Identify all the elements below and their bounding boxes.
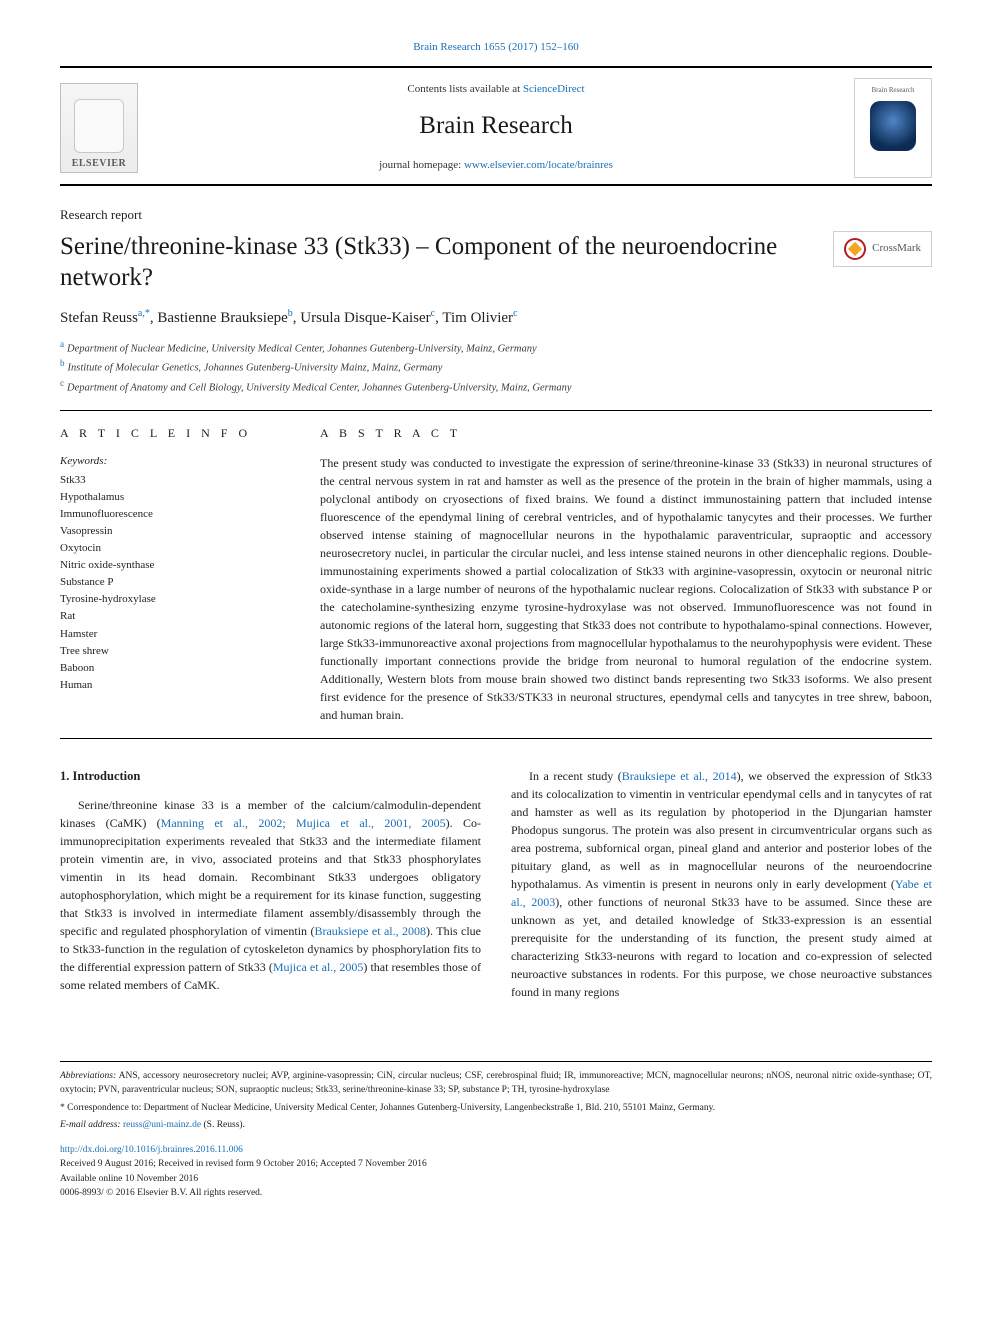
masthead-center: Contents lists available at ScienceDirec… xyxy=(152,82,840,174)
abbrev-text: ANS, accessory neurosecretory nuclei; AV… xyxy=(60,1071,932,1095)
author-name: Ursula Disque-Kaiser xyxy=(300,310,430,326)
author-name: Bastienne Brauksiepe xyxy=(157,310,287,326)
ref-link[interactable]: Brauksiepe et al., 2014 xyxy=(622,769,737,783)
abstract-heading: A B S T R A C T xyxy=(320,425,932,442)
divider xyxy=(60,410,932,411)
keywords-list: Stk33HypothalamusImmunofluorescenceVasop… xyxy=(60,472,280,694)
keyword-item: Vasopressin xyxy=(60,523,280,540)
keyword-item: Oxytocin xyxy=(60,540,280,557)
keyword-item: Hypothalamus xyxy=(60,489,280,506)
journal-masthead: ELSEVIER Contents lists available at Sci… xyxy=(60,66,932,186)
email-person: (S. Reuss). xyxy=(201,1120,245,1130)
body-col-left: 1. Introduction Serine/threonine kinase … xyxy=(60,767,481,1001)
body-col-right: In a recent study (Brauksiepe et al., 20… xyxy=(511,767,932,1001)
available-online-line: Available online 10 November 2016 xyxy=(60,1172,932,1186)
homepage-link[interactable]: www.elsevier.com/locate/brainres xyxy=(464,159,613,171)
elsevier-wordmark: ELSEVIER xyxy=(72,157,127,172)
author-name: Tim Olivier xyxy=(442,310,513,326)
email-footnote: E-mail address: reuss@uni-mainz.de (S. R… xyxy=(60,1119,932,1133)
keyword-item: Tree shrew xyxy=(60,643,280,660)
footnotes: Abbreviations: ANS, accessory neurosecre… xyxy=(60,1061,932,1133)
contents-prefix: Contents lists available at xyxy=(407,83,522,95)
crossmark-badge[interactable]: CrossMark xyxy=(833,231,932,267)
elsevier-logo: ELSEVIER xyxy=(60,83,138,173)
article-info-column: A R T I C L E I N F O Keywords: Stk33Hyp… xyxy=(60,425,280,724)
ref-link[interactable]: Manning et al., 2002; Mujica et al., 200… xyxy=(161,816,446,830)
abbreviations-footnote: Abbreviations: ANS, accessory neurosecre… xyxy=(60,1070,932,1098)
crossmark-label: CrossMark xyxy=(872,241,921,257)
keywords-label: Keywords: xyxy=(60,454,280,470)
author-affil-sup: b xyxy=(288,308,293,319)
journal-cover-thumb: Brain Research xyxy=(854,78,932,178)
author-name: Stefan Reuss xyxy=(60,310,138,326)
ref-link[interactable]: Brauksiepe et al., 2008 xyxy=(314,924,426,938)
crossmark-icon xyxy=(844,238,866,260)
intro-text: ). Co-immunoprecipitation experiments re… xyxy=(60,816,481,938)
keyword-item: Immunofluorescence xyxy=(60,506,280,523)
intro-text: In a recent study ( xyxy=(529,769,622,783)
issue-citation-link[interactable]: Brain Research 1655 (2017) 152–160 xyxy=(413,41,579,53)
abbrev-label: Abbreviations: xyxy=(60,1071,116,1081)
section-1-heading: 1. Introduction xyxy=(60,767,481,786)
keyword-item: Substance P xyxy=(60,574,280,591)
affiliations: aDepartment of Nuclear Medicine, Univers… xyxy=(60,338,932,396)
keyword-item: Human xyxy=(60,677,280,694)
homepage-prefix: journal homepage: xyxy=(379,159,464,171)
body-columns: 1. Introduction Serine/threonine kinase … xyxy=(60,767,932,1001)
abstract-column: A B S T R A C T The present study was co… xyxy=(320,425,932,724)
sciencedirect-link[interactable]: ScienceDirect xyxy=(523,83,585,95)
author-affil-sup: c xyxy=(431,308,435,319)
affiliation-sup: a xyxy=(60,339,64,349)
intro-paragraph-right: In a recent study (Brauksiepe et al., 20… xyxy=(511,767,932,1001)
intro-text: ), other functions of neuronal Stk33 hav… xyxy=(511,895,932,999)
abstract-text: The present study was conducted to inves… xyxy=(320,454,932,724)
article-title: Serine/threonine-kinase 33 (Stk33) – Com… xyxy=(60,231,815,294)
article-info-heading: A R T I C L E I N F O xyxy=(60,425,280,442)
brain-icon xyxy=(870,101,916,151)
affiliation-item: cDepartment of Anatomy and Cell Biology,… xyxy=(60,377,932,396)
cover-caption: Brain Research xyxy=(872,85,915,95)
copyright-line: 0006-8993/ © 2016 Elsevier B.V. All righ… xyxy=(60,1186,932,1200)
keyword-item: Rat xyxy=(60,608,280,625)
correspondence-footnote: * Correspondence to: Department of Nucle… xyxy=(60,1102,932,1116)
journal-title: Brain Research xyxy=(152,108,840,144)
ref-link[interactable]: Mujica et al., 2005 xyxy=(273,960,364,974)
affiliation-sup: c xyxy=(60,378,64,388)
keyword-item: Hamster xyxy=(60,626,280,643)
affiliation-sup: b xyxy=(60,358,65,368)
author-line: Stefan Reussa,*, Bastienne Brauksiepeb, … xyxy=(60,307,932,330)
affiliation-item: bInstitute of Molecular Genetics, Johann… xyxy=(60,357,932,376)
divider xyxy=(60,738,932,739)
author-affil-sup: a,* xyxy=(138,308,150,319)
history-line: Received 9 August 2016; Received in revi… xyxy=(60,1157,932,1171)
corr-text: Correspondence to: Department of Nuclear… xyxy=(65,1103,715,1113)
keyword-item: Tyrosine-hydroxylase xyxy=(60,591,280,608)
affiliation-item: aDepartment of Nuclear Medicine, Univers… xyxy=(60,338,932,357)
issue-citation: Brain Research 1655 (2017) 152–160 xyxy=(60,40,932,56)
corresponding-email-link[interactable]: reuss@uni-mainz.de xyxy=(123,1120,201,1130)
keyword-item: Stk33 xyxy=(60,472,280,489)
intro-text: ), we observed the expression of Stk33 a… xyxy=(511,769,932,891)
keyword-item: Baboon xyxy=(60,660,280,677)
publication-tail: http://dx.doi.org/10.1016/j.brainres.201… xyxy=(60,1143,932,1200)
elsevier-tree-icon xyxy=(74,99,124,153)
article-type: Research report xyxy=(60,206,932,225)
author-affil-sup: c xyxy=(513,308,517,319)
contents-line: Contents lists available at ScienceDirec… xyxy=(152,82,840,98)
email-label: E-mail address: xyxy=(60,1120,121,1130)
keyword-item: Nitric oxide-synthase xyxy=(60,557,280,574)
intro-paragraph-left: Serine/threonine kinase 33 is a member o… xyxy=(60,796,481,994)
homepage-line: journal homepage: www.elsevier.com/locat… xyxy=(152,158,840,174)
doi-link[interactable]: http://dx.doi.org/10.1016/j.brainres.201… xyxy=(60,1145,243,1155)
